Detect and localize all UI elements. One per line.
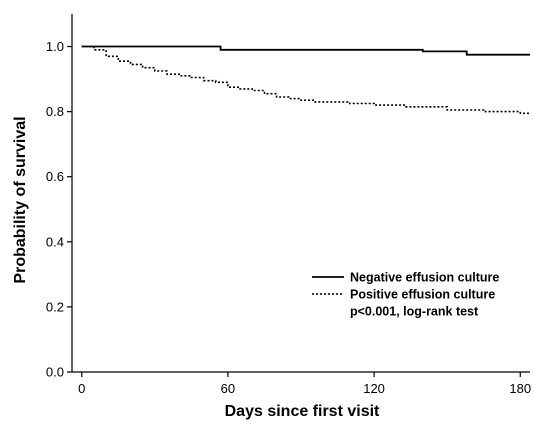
x-tick-label: 180 — [509, 381, 531, 396]
y-tick-label: 1.0 — [46, 39, 64, 54]
annotation-logrank: p<0.001, log-rank test — [350, 305, 479, 319]
y-tick-label: 0.2 — [46, 299, 64, 314]
series-line-positive-culture — [81, 45, 530, 115]
x-axis-title: Days since first visit — [225, 403, 380, 420]
y-tick-label: 0.8 — [46, 104, 64, 119]
series-line-negative-culture — [81, 45, 530, 56]
y-tick-label: 0.6 — [46, 169, 64, 184]
legend: Negative effusion culture Positive effusi… — [312, 271, 499, 319]
x-tick-label: 60 — [221, 381, 235, 396]
x-tick-label: 120 — [363, 381, 385, 396]
axes — [71, 14, 530, 373]
legend-label: Negative effusion culture — [350, 271, 499, 285]
x-tick-label: 0 — [78, 381, 85, 396]
y-tick-label: 0.0 — [46, 365, 64, 380]
legend-label: Positive effusion culture — [350, 288, 495, 302]
y-axis-title: Probability of survival — [12, 116, 29, 283]
series-lines — [81, 45, 530, 115]
y-tick-label: 0.4 — [46, 234, 64, 249]
ticks: 0 60 120 180 0.0 0.2 0.4 0.6 0.8 1.0 — [46, 39, 531, 396]
